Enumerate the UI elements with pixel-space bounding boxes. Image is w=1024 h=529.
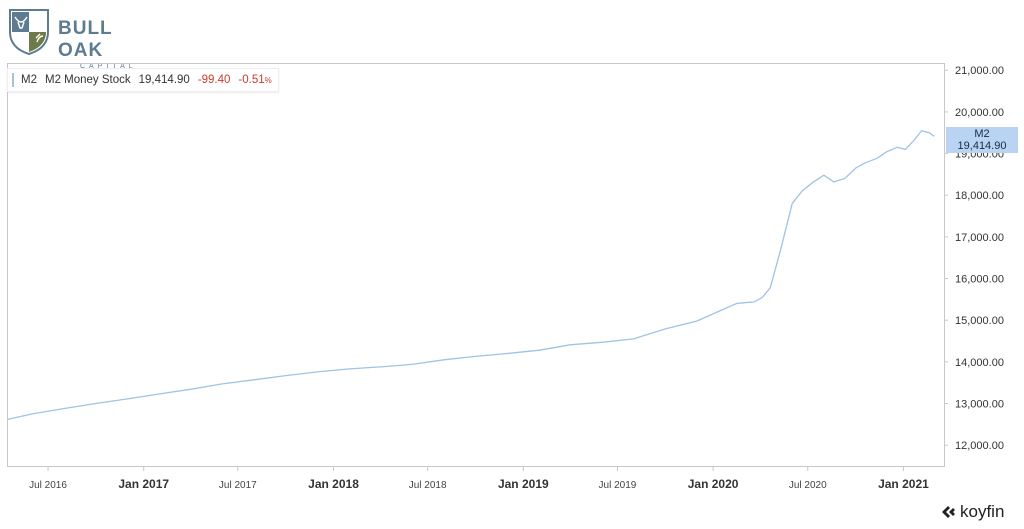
- y-tick-label: 12,000.00: [955, 440, 1004, 452]
- x-tick-label: Jan 2019: [498, 477, 549, 491]
- y-tick-label: 18,000.00: [955, 190, 1004, 202]
- y-axis: 12,000.00 13,000.00 14,000.00 15,000.00 16,0…: [944, 65, 1004, 452]
- x-axis: Jul 2016 Jan 2017 Jul 2017 Jan 2018 Jul 2018…: [29, 466, 929, 491]
- koyfin-logo-icon: [942, 506, 955, 518]
- bull-oak-logo: BULL OAK CAPITAL: [6, 6, 156, 70]
- shield-logo-icon: [9, 9, 49, 56]
- legend-pct-sign: %: [264, 76, 272, 85]
- legend-value: 19,414.90: [138, 74, 190, 86]
- x-tick-label: Jul 2018: [409, 480, 447, 491]
- legend-change-pct-value: -0.51: [238, 74, 265, 86]
- y-tick-label: 16,000.00: [955, 274, 1004, 286]
- legend-series-name: M2 Money Stock: [44, 74, 131, 86]
- y-tick-label: 21,000.00: [955, 65, 1004, 77]
- legend-ticker: M2: [21, 74, 37, 86]
- y-tick-label: 15,000.00: [955, 315, 1004, 327]
- series-legend[interactable]: M2 M2 Money Stock 19,414.90 -99.40 -0.51…: [7, 68, 279, 92]
- x-tick-label: Jul 2020: [789, 480, 827, 491]
- koyfin-text: koyfin: [960, 502, 1005, 521]
- legend-change-pct: -0.51%: [238, 74, 271, 86]
- x-tick-label: Jan 2020: [688, 477, 739, 491]
- price-tag-ticker: M2: [974, 128, 990, 140]
- y-tick-label: 14,000.00: [955, 357, 1004, 369]
- logo-subtitle: CAPITAL: [80, 63, 137, 70]
- y-tick-label: 13,000.00: [955, 399, 1004, 411]
- x-tick-label: Jan 2021: [878, 477, 929, 491]
- chart-plot-area[interactable]: [7, 63, 945, 467]
- x-tick-label: Jan 2018: [308, 477, 359, 491]
- koyfin-watermark: koyfin: [940, 502, 1004, 522]
- y-tick-label: 20,000.00: [955, 107, 1004, 119]
- x-tick-label: Jul 2017: [219, 480, 257, 491]
- last-price-tag: M2 19,414.90: [946, 127, 1018, 153]
- price-tag-value: 19,414.90: [957, 140, 1007, 152]
- x-tick-label: Jul 2016: [29, 480, 67, 491]
- legend-swatch: [12, 73, 14, 87]
- x-tick-label: Jan 2017: [118, 477, 169, 491]
- x-tick-label: Jul 2019: [599, 480, 637, 491]
- y-tick-label: 17,000.00: [955, 232, 1004, 244]
- logo-title: BULL OAK: [58, 18, 113, 61]
- legend-change: -99.40: [197, 74, 231, 86]
- m2-series-line: [7, 129, 935, 420]
